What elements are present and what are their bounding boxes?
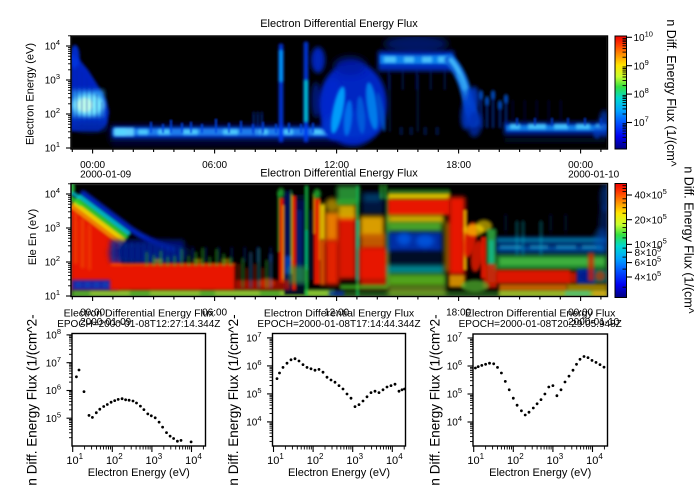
svg-text:Electron Differential Energy F: Electron Differential Energy Flux bbox=[260, 168, 418, 180]
svg-text:Electron Energy (eV): Electron Energy (eV) bbox=[25, 43, 37, 145]
svg-text:6×105: 6×105 bbox=[635, 255, 662, 270]
svg-text:2000-01-09: 2000-01-09 bbox=[80, 317, 132, 328]
svg-text:40×105: 40×105 bbox=[635, 187, 667, 202]
svg-text:Electron Differential Energy F: Electron Differential Energy Flux bbox=[465, 308, 616, 320]
svg-text:Electron Energy (eV): Electron Energy (eV) bbox=[288, 467, 390, 479]
svg-text:Electron Energy (eV): Electron Energy (eV) bbox=[489, 467, 591, 479]
svg-text:Electron Differential Energy F: Electron Differential Energy Flux bbox=[264, 308, 415, 320]
svg-text:EPOCH=2000-01-08T20:29:05.948Z: EPOCH=2000-01-08T20:29:05.948Z bbox=[459, 319, 622, 330]
svg-text:EPOCH=2000-01-08T17:14:44.344Z: EPOCH=2000-01-08T17:14:44.344Z bbox=[257, 319, 420, 330]
svg-text:00:00: 00:00 bbox=[568, 160, 593, 171]
svg-text:10×105: 10×105 bbox=[635, 237, 667, 252]
svg-text:Ele En (eV): Ele En (eV) bbox=[27, 209, 39, 265]
svg-text:4×105: 4×105 bbox=[635, 269, 662, 284]
svg-text:18:00: 18:00 bbox=[446, 160, 471, 171]
svg-text:n Diff. Energy Flux (1/(cm^2-: n Diff. Energy Flux (1/(cm^2- bbox=[428, 314, 443, 485]
svg-text:00:00: 00:00 bbox=[80, 160, 105, 171]
svg-text:8×105: 8×105 bbox=[635, 244, 662, 259]
svg-text:12:00: 12:00 bbox=[324, 308, 349, 319]
svg-text:n Diff. Energy Flux (1/(cm^: n Diff. Energy Flux (1/(cm^ bbox=[664, 19, 678, 166]
svg-text:18:00: 18:00 bbox=[446, 308, 471, 319]
svg-text:Electron Energy (eV): Electron Energy (eV) bbox=[88, 467, 190, 479]
svg-text:n Diff. Energy Flux (1/(cm^2-: n Diff. Energy Flux (1/(cm^2- bbox=[226, 314, 241, 485]
svg-text:2000-01-10: 2000-01-10 bbox=[568, 317, 620, 328]
svg-text:2000-01-09: 2000-01-09 bbox=[80, 170, 132, 181]
svg-text:00:00: 00:00 bbox=[568, 308, 593, 319]
svg-text:Electron Differential Energy F: Electron Differential Energy Flux bbox=[260, 18, 418, 30]
svg-text:06:00: 06:00 bbox=[202, 308, 227, 319]
svg-text:20×105: 20×105 bbox=[635, 212, 667, 227]
svg-text:n Diff. Energy Flux (1/(cm^: n Diff. Energy Flux (1/(cm^ bbox=[682, 166, 696, 313]
svg-text:n Diff. Energy Flux (1/(cm^2-: n Diff. Energy Flux (1/(cm^2- bbox=[25, 314, 40, 485]
svg-text:2000-01-10: 2000-01-10 bbox=[568, 170, 620, 181]
svg-text:12:00: 12:00 bbox=[324, 160, 349, 171]
svg-text:06:00: 06:00 bbox=[202, 160, 227, 171]
svg-text:EPOCH=2000-01-08T12:27:14.344Z: EPOCH=2000-01-08T12:27:14.344Z bbox=[57, 319, 220, 330]
svg-text:Electron Differential Energy F: Electron Differential Energy Flux bbox=[64, 308, 215, 320]
svg-text:00:00: 00:00 bbox=[80, 308, 105, 319]
